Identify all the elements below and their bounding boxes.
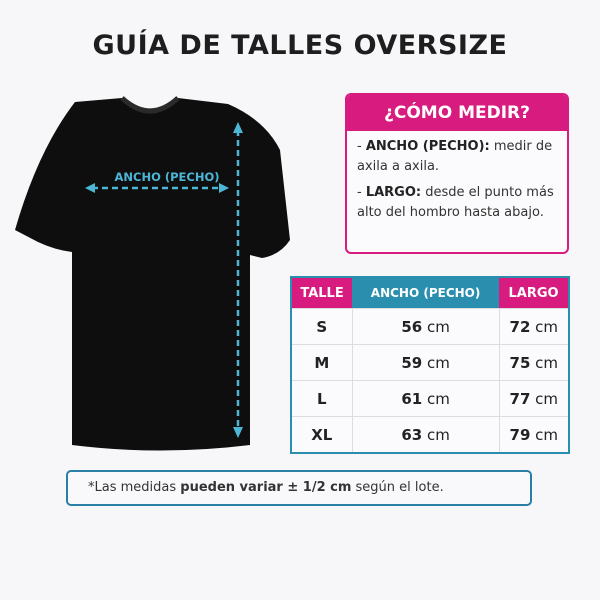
header-width: ANCHO (PECHO) bbox=[352, 277, 500, 309]
header-size: TALLE bbox=[291, 277, 353, 309]
table-row: L 61 cm 77 cm bbox=[291, 380, 569, 417]
how-to-measure-box: ¿CÓMO MEDIR? - ANCHO (PECHO): medir de a… bbox=[345, 93, 569, 254]
how-to-item-length: - LARGO: desde el punto más alto del hom… bbox=[357, 185, 554, 220]
table-row: S 56 cm 72 cm bbox=[291, 308, 569, 345]
tshirt-diagram: ANCHO (PECHO) bbox=[15, 96, 290, 451]
page-title: GUÍA DE TALLES OVERSIZE bbox=[92, 30, 508, 61]
variation-note: *Las medidas pueden variar ± 1/2 cm segú… bbox=[66, 470, 532, 506]
table-header: TALLE ANCHO (PECHO) LARGO bbox=[291, 277, 569, 309]
length-arrow bbox=[233, 122, 243, 438]
width-label: ANCHO (PECHO) bbox=[114, 170, 219, 184]
how-to-heading: ¿CÓMO MEDIR? bbox=[347, 95, 567, 131]
width-arrow bbox=[85, 183, 229, 193]
how-to-item-width: - ANCHO (PECHO): medir de axila a axila. bbox=[357, 139, 553, 174]
table-row: M 59 cm 75 cm bbox=[291, 344, 569, 381]
header-length: LARGO bbox=[499, 277, 569, 309]
tshirt-image bbox=[15, 98, 290, 451]
table-row: XL 63 cm 79 cm bbox=[291, 416, 569, 453]
